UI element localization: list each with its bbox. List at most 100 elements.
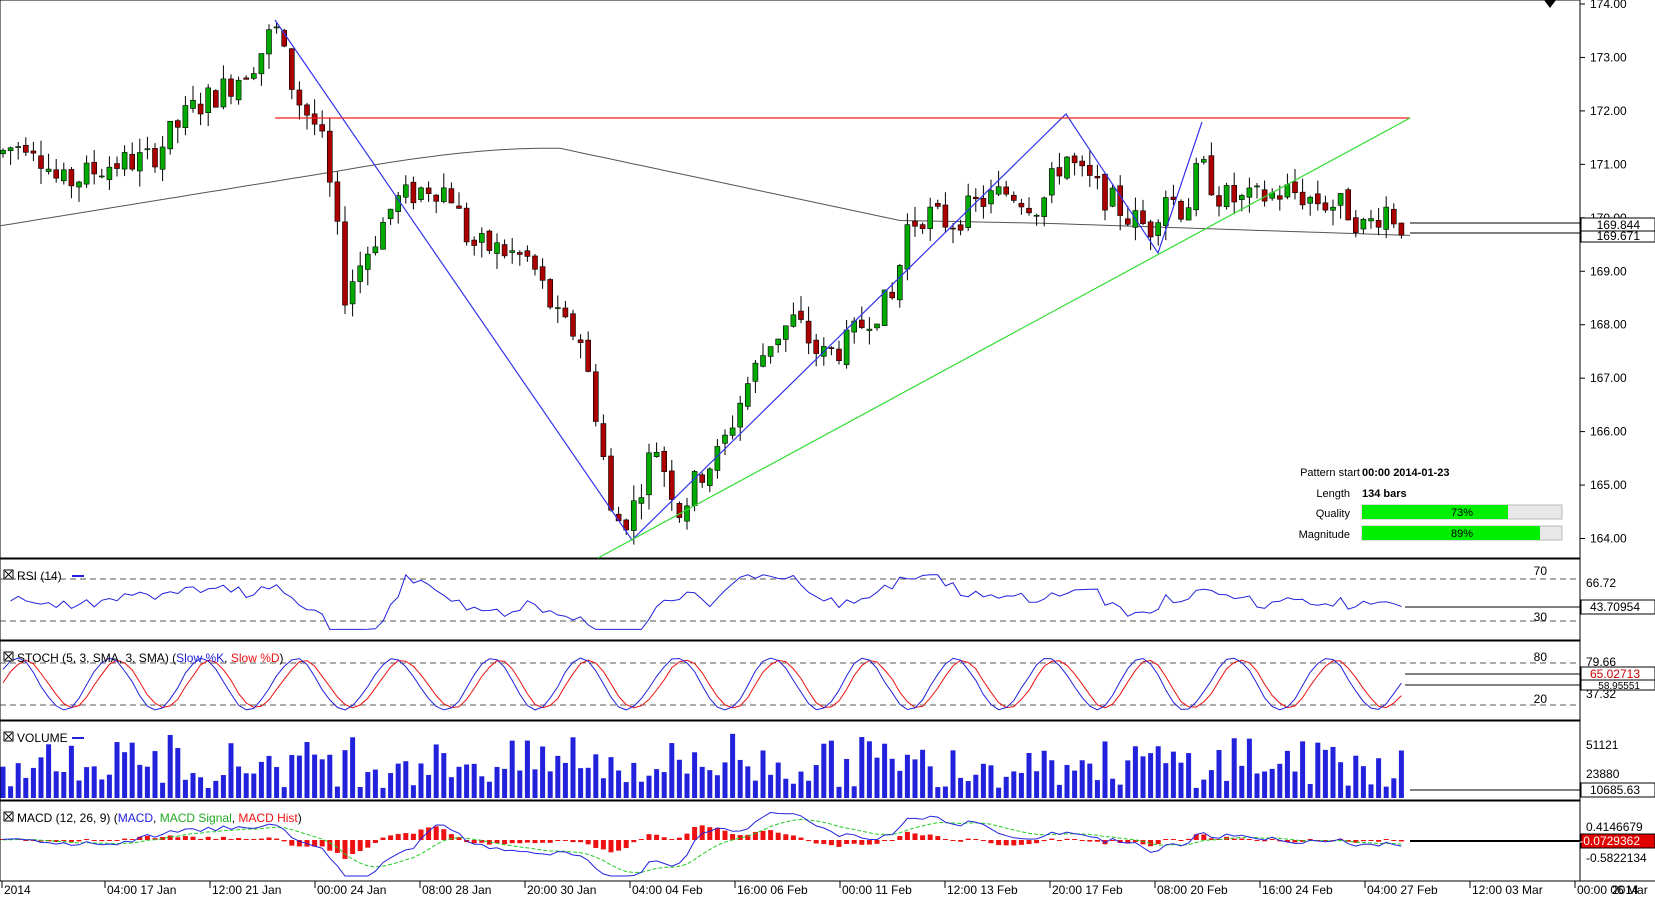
candle-body xyxy=(1010,194,1017,201)
volume-bar xyxy=(334,786,340,798)
volume-bar xyxy=(1315,742,1321,798)
volume-bar xyxy=(144,766,150,798)
candle-body xyxy=(235,79,242,101)
volume-bar xyxy=(1064,764,1070,798)
macd-hist-bar xyxy=(616,840,622,851)
candle-body xyxy=(137,152,143,172)
macd-hist-bar xyxy=(167,835,173,840)
volume-bar xyxy=(669,743,675,798)
volume-bar xyxy=(783,778,789,798)
candle-body xyxy=(722,434,728,444)
scroll-marker-icon[interactable] xyxy=(1544,0,1556,8)
macd-value-text: -0.0729362 xyxy=(1579,834,1640,848)
candle-body xyxy=(387,208,394,219)
macd-hist-bar xyxy=(593,840,599,848)
pattern-length-value: 134 bars xyxy=(1362,488,1407,500)
candle-body xyxy=(197,103,204,115)
macd-hist-bar xyxy=(638,839,644,840)
pattern-start-label: Pattern start xyxy=(1300,467,1360,479)
volume-bar xyxy=(1262,771,1268,798)
macd-hist-bar xyxy=(684,833,690,840)
volume-bar xyxy=(828,740,834,798)
macd-hist-bar xyxy=(388,835,394,840)
volume-bar xyxy=(357,787,363,798)
volume-bar xyxy=(274,767,280,798)
volume-bar xyxy=(692,752,698,798)
volume-bar xyxy=(213,780,219,798)
volume-bar xyxy=(684,773,690,798)
volume-bar xyxy=(167,734,173,798)
volume-bar xyxy=(68,745,74,798)
macd-hist-bar xyxy=(38,840,44,842)
volume-bar xyxy=(1201,779,1207,798)
macd-hist-bar xyxy=(433,826,439,840)
stoch-label-end: ) xyxy=(280,651,284,665)
volume-bar xyxy=(403,761,409,798)
volume-bar xyxy=(707,770,713,798)
macd-hist-bar xyxy=(509,840,515,844)
candle-body xyxy=(668,470,675,500)
macd-hist-bar xyxy=(426,827,432,840)
candle-body xyxy=(1353,217,1359,233)
candle-body xyxy=(167,120,173,150)
candle-body xyxy=(1087,164,1093,176)
macd-hist-bar xyxy=(144,835,150,840)
volume-bar xyxy=(722,762,728,798)
candle-body xyxy=(326,130,333,183)
candle-body xyxy=(509,250,516,253)
candle-body xyxy=(1201,159,1207,163)
macd-hist-bar xyxy=(844,840,850,845)
candle-body xyxy=(760,355,766,367)
time-tick-label: 00:00 24 Jan xyxy=(317,883,386,897)
candle-body xyxy=(410,181,417,204)
macd-hist-bar xyxy=(547,840,553,843)
macd-hist-bar xyxy=(859,840,865,845)
volume-bar xyxy=(1322,749,1328,798)
candle-body xyxy=(1109,187,1116,207)
macd-hist-bar xyxy=(334,840,340,853)
candle-body xyxy=(1155,222,1161,236)
macd-hist-bar xyxy=(1398,840,1404,842)
macd-hist-bar xyxy=(1284,840,1290,843)
candle-body xyxy=(463,207,470,243)
candle-body xyxy=(45,168,52,172)
volume-bar xyxy=(517,770,523,798)
candle-body xyxy=(83,162,90,185)
candle-body xyxy=(729,427,736,436)
candle-body xyxy=(988,190,994,205)
candle-body xyxy=(585,339,592,372)
volume-bar xyxy=(372,769,378,798)
volume-bar xyxy=(616,770,622,798)
candle-body xyxy=(478,233,485,243)
macd-hist-bar xyxy=(737,835,743,840)
macd-hist-bar xyxy=(920,835,926,840)
macd-hist-bar xyxy=(904,831,910,840)
pattern-lines xyxy=(274,19,1580,559)
macd-hist-bar xyxy=(699,825,705,840)
macd-hist-bar xyxy=(1201,834,1207,840)
candle-body xyxy=(744,383,751,407)
macd-hist-bar xyxy=(775,832,781,840)
candle-body xyxy=(737,402,744,428)
candle-body xyxy=(60,169,67,182)
macd-hist-bar xyxy=(342,840,348,859)
candle-body xyxy=(273,26,280,29)
candle-body xyxy=(1094,176,1101,179)
macd-hist-bar xyxy=(562,840,568,841)
volume-bar xyxy=(258,761,264,798)
macd-label-end: ) xyxy=(298,811,302,825)
candle-body xyxy=(1398,222,1405,236)
candle-body xyxy=(1178,200,1184,220)
volume-bar xyxy=(1383,786,1389,798)
macd-hist-bar xyxy=(1353,840,1359,843)
price-tick-label: 167.00 xyxy=(1590,371,1627,385)
volume-bar xyxy=(798,771,804,798)
rsi-indicator xyxy=(0,573,1580,630)
time-tick-label: 04:00 27 Feb xyxy=(1367,883,1438,897)
pattern-zigzag-line xyxy=(274,19,1203,541)
volume-bar xyxy=(851,786,857,798)
candle-body xyxy=(927,206,934,229)
candle-body xyxy=(1185,207,1192,221)
quality-value: 73% xyxy=(1451,507,1473,519)
time-tick-label: 08:00 20 Feb xyxy=(1157,883,1228,897)
